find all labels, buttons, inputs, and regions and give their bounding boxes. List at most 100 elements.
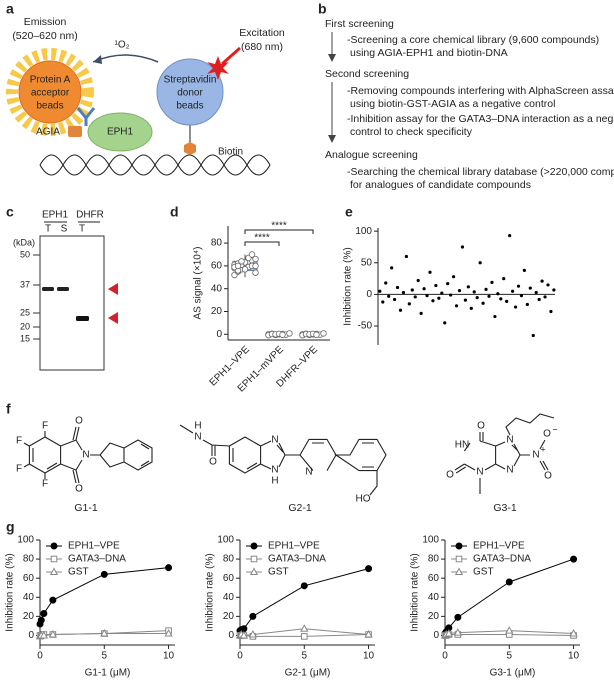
point bbox=[419, 311, 423, 315]
excitation-label: Excitation bbox=[239, 27, 285, 39]
blot-frame bbox=[39, 235, 105, 371]
y-tick-label: 20 bbox=[428, 611, 440, 622]
legend-label: GATA3–DNA bbox=[268, 554, 326, 565]
y-tick-label: 50 bbox=[361, 257, 373, 268]
arrow-head bbox=[328, 135, 336, 143]
y-tick-label: 60 bbox=[428, 573, 440, 584]
significance-bracket bbox=[244, 241, 280, 246]
point bbox=[440, 291, 444, 295]
bead-label: acceptor bbox=[31, 88, 70, 99]
marker bbox=[453, 628, 463, 636]
marker bbox=[249, 612, 257, 620]
marker bbox=[569, 629, 578, 637]
point bbox=[437, 296, 441, 300]
bond bbox=[505, 413, 555, 471]
y-tick-label: 40 bbox=[428, 592, 440, 603]
bond bbox=[28, 436, 62, 474]
charge: + bbox=[540, 444, 545, 454]
point bbox=[384, 281, 388, 285]
dot bbox=[252, 269, 259, 276]
arrow-head bbox=[93, 55, 102, 64]
point bbox=[392, 297, 397, 302]
significance-bracket bbox=[244, 229, 314, 234]
bead-label: beads bbox=[36, 101, 63, 112]
point bbox=[398, 308, 403, 312]
atom: N bbox=[532, 450, 539, 461]
point bbox=[463, 298, 467, 302]
dot bbox=[238, 258, 245, 265]
y-tick-label: 100 bbox=[355, 226, 372, 237]
western-blot: EPH1 DHFR T S T (kDa) 50 37 25 20 15 bbox=[13, 210, 118, 371]
point bbox=[496, 292, 500, 296]
assay-diagram: Protein A acceptor beads Emission (520–6… bbox=[6, 16, 285, 176]
y-tick-label: 20 bbox=[223, 611, 235, 622]
marker bbox=[39, 630, 49, 639]
oxygen-arrow bbox=[92, 54, 159, 63]
y-tick-label: -50 bbox=[358, 321, 373, 332]
step-text: -Removing compounds interfering with Alp… bbox=[347, 85, 614, 97]
legend-marker bbox=[50, 542, 58, 550]
point bbox=[534, 290, 538, 295]
point bbox=[505, 299, 509, 303]
point bbox=[540, 279, 544, 283]
marker bbox=[248, 629, 258, 638]
y-tick-label: 60 bbox=[211, 261, 223, 272]
marker bbox=[300, 624, 309, 632]
atom: N bbox=[305, 467, 312, 478]
panel-label: c bbox=[6, 204, 14, 220]
point bbox=[449, 293, 453, 297]
compound-name: G2-1 bbox=[288, 502, 312, 514]
y-tick-label: 80 bbox=[223, 554, 235, 565]
point bbox=[443, 321, 447, 325]
dot bbox=[248, 251, 256, 258]
point bbox=[531, 333, 535, 338]
x-tick-label: 5 bbox=[507, 651, 513, 662]
marker bbox=[505, 578, 513, 586]
y-tick-label: 60 bbox=[223, 573, 235, 584]
legend-label: GST bbox=[268, 567, 289, 578]
marker-label: 25 bbox=[20, 307, 30, 317]
legend-marker bbox=[250, 542, 258, 550]
y-axis-label: Inhibition rate (%) bbox=[205, 553, 216, 631]
atom: N bbox=[271, 435, 278, 446]
y-tick-label: 100 bbox=[217, 535, 234, 546]
marker bbox=[165, 564, 173, 572]
x-tick-label: 0 bbox=[37, 651, 43, 662]
point bbox=[428, 270, 432, 274]
atom: H bbox=[271, 476, 278, 487]
point bbox=[425, 294, 429, 298]
lane-label: T bbox=[79, 224, 85, 235]
marker bbox=[49, 596, 57, 604]
x-axis-label: G3-1 (μM) bbox=[490, 668, 536, 679]
panel-label: d bbox=[170, 204, 179, 220]
series-line bbox=[444, 558, 574, 634]
marker bbox=[454, 613, 462, 621]
legend-marker bbox=[455, 555, 463, 563]
marker bbox=[444, 629, 454, 637]
legend-label: GST bbox=[473, 567, 494, 578]
point bbox=[549, 309, 553, 314]
x-tick-label: 10 bbox=[568, 651, 580, 662]
point bbox=[490, 280, 494, 284]
charge: − bbox=[552, 424, 557, 434]
y-tick-label: 40 bbox=[23, 592, 35, 603]
panel-label: a bbox=[6, 1, 14, 17]
x-tick-label: 0 bbox=[442, 651, 448, 662]
dot bbox=[241, 266, 249, 273]
step-title: First screening bbox=[325, 18, 394, 30]
point bbox=[410, 288, 414, 292]
y-tick-label: 100 bbox=[422, 535, 439, 546]
dot bbox=[286, 330, 293, 337]
x-axis-label: G2-1 (μM) bbox=[285, 668, 331, 679]
dot bbox=[234, 262, 242, 270]
lane-group: EPH1 bbox=[42, 210, 69, 221]
y-tick-label: 0 bbox=[28, 630, 34, 641]
y-axis-label: Inhibition rate (%) bbox=[343, 247, 354, 325]
singlet-oxygen-label: ¹O₂ bbox=[115, 40, 130, 51]
atom: O bbox=[75, 484, 83, 495]
structures: F F F F O O N G1-1 H N O N N H N HO G2-1… bbox=[16, 413, 558, 514]
legend-label: EPH1–VPE bbox=[68, 541, 120, 552]
point bbox=[407, 302, 411, 306]
y-tick-label: 0 bbox=[216, 329, 222, 340]
point bbox=[528, 286, 532, 290]
